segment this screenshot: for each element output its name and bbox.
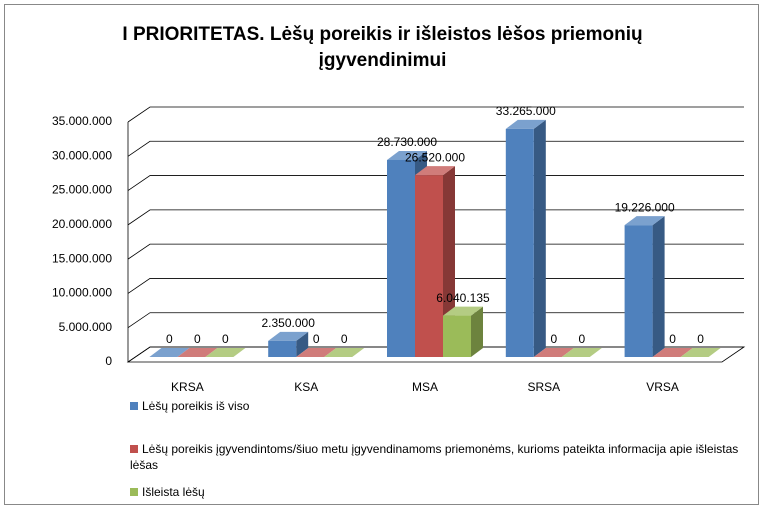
bar-top	[205, 348, 246, 357]
data-label: 33.265.000	[496, 104, 556, 118]
bar-top	[652, 348, 693, 357]
data-label: 0	[697, 332, 704, 346]
bar	[415, 175, 443, 357]
bar-side	[471, 306, 483, 357]
data-label: 0	[341, 332, 348, 346]
legend-swatch	[130, 445, 138, 453]
bar-top	[149, 348, 190, 357]
grid-line	[127, 346, 744, 363]
bar	[624, 225, 653, 357]
y-tick-label: 35.000.000	[52, 114, 112, 128]
legend-label: Išleista lėšų	[142, 485, 205, 499]
bar-top	[268, 331, 309, 341]
bar-top	[443, 306, 483, 316]
x-tick-label: KSA	[294, 380, 318, 394]
legend-label: Lėšų poreikis iš viso	[142, 399, 250, 413]
data-label: 0	[222, 332, 229, 346]
legend-item: Išleista lėšų	[130, 484, 750, 500]
y-tick-label: 0	[105, 354, 112, 368]
y-tick-label: 15.000.000	[52, 251, 112, 265]
bar-top	[296, 348, 337, 357]
bar-top	[505, 119, 546, 129]
grid-line	[127, 243, 744, 260]
legend-swatch	[130, 488, 138, 496]
x-tick-label: MSA	[412, 380, 438, 394]
grid-line	[127, 278, 744, 294]
y-tick-label: 10.000.000	[52, 286, 112, 300]
bar-side	[652, 216, 665, 357]
legend-item: Lėšų poreikis iš viso	[130, 398, 750, 414]
data-label: 0	[578, 332, 585, 346]
data-label: 6.040.135	[436, 291, 490, 305]
bar-top	[177, 348, 218, 357]
x-tick-label: VRSA	[646, 380, 679, 394]
y-tick-label: 5.000.000	[59, 320, 113, 334]
bar-top	[415, 166, 455, 176]
data-label: 0	[166, 332, 173, 346]
y-tick-label: 30.000.000	[52, 148, 112, 162]
data-label: 0	[313, 332, 320, 346]
chart-title: I PRIORITETAS. Lėšų poreikis ir išleisto…	[122, 24, 643, 71]
bar	[387, 159, 415, 357]
bar-top	[533, 348, 574, 357]
bar-top	[561, 348, 602, 357]
legend-label: Lėšų poreikis įgyvendintoms/šiuo metu įg…	[130, 442, 739, 472]
data-label: 28.730.000	[377, 135, 437, 149]
legend-swatch	[130, 402, 138, 410]
chart-frame	[4, 4, 759, 505]
data-label: 2.350.000	[262, 316, 316, 330]
y-tick-label: 20.000.000	[52, 217, 112, 231]
grid-line	[127, 312, 744, 329]
bar	[505, 128, 534, 357]
bar-top	[387, 150, 427, 160]
data-label: 0	[669, 332, 676, 346]
data-label: 0	[550, 332, 557, 346]
bar-side	[533, 119, 546, 357]
y-tick-label: 25.000.000	[52, 183, 112, 197]
data-label: 0	[194, 332, 201, 346]
grid-line	[127, 175, 744, 191]
grid-line	[127, 209, 744, 226]
legend-item: Lėšų poreikis įgyvendintoms/šiuo metu įg…	[130, 441, 750, 473]
x-tick-label: SRSA	[527, 380, 560, 394]
data-label: 26.520.000	[405, 150, 465, 164]
bar-top	[680, 348, 721, 357]
grid-line	[127, 140, 744, 157]
bar-side	[296, 331, 309, 357]
bar-top	[324, 348, 365, 357]
bar	[443, 315, 471, 357]
bar	[268, 340, 297, 357]
x-tick-label: KRSA	[171, 380, 204, 394]
bar-top	[624, 216, 665, 226]
data-label: 19.226.000	[615, 200, 675, 214]
grid-line	[127, 106, 744, 123]
